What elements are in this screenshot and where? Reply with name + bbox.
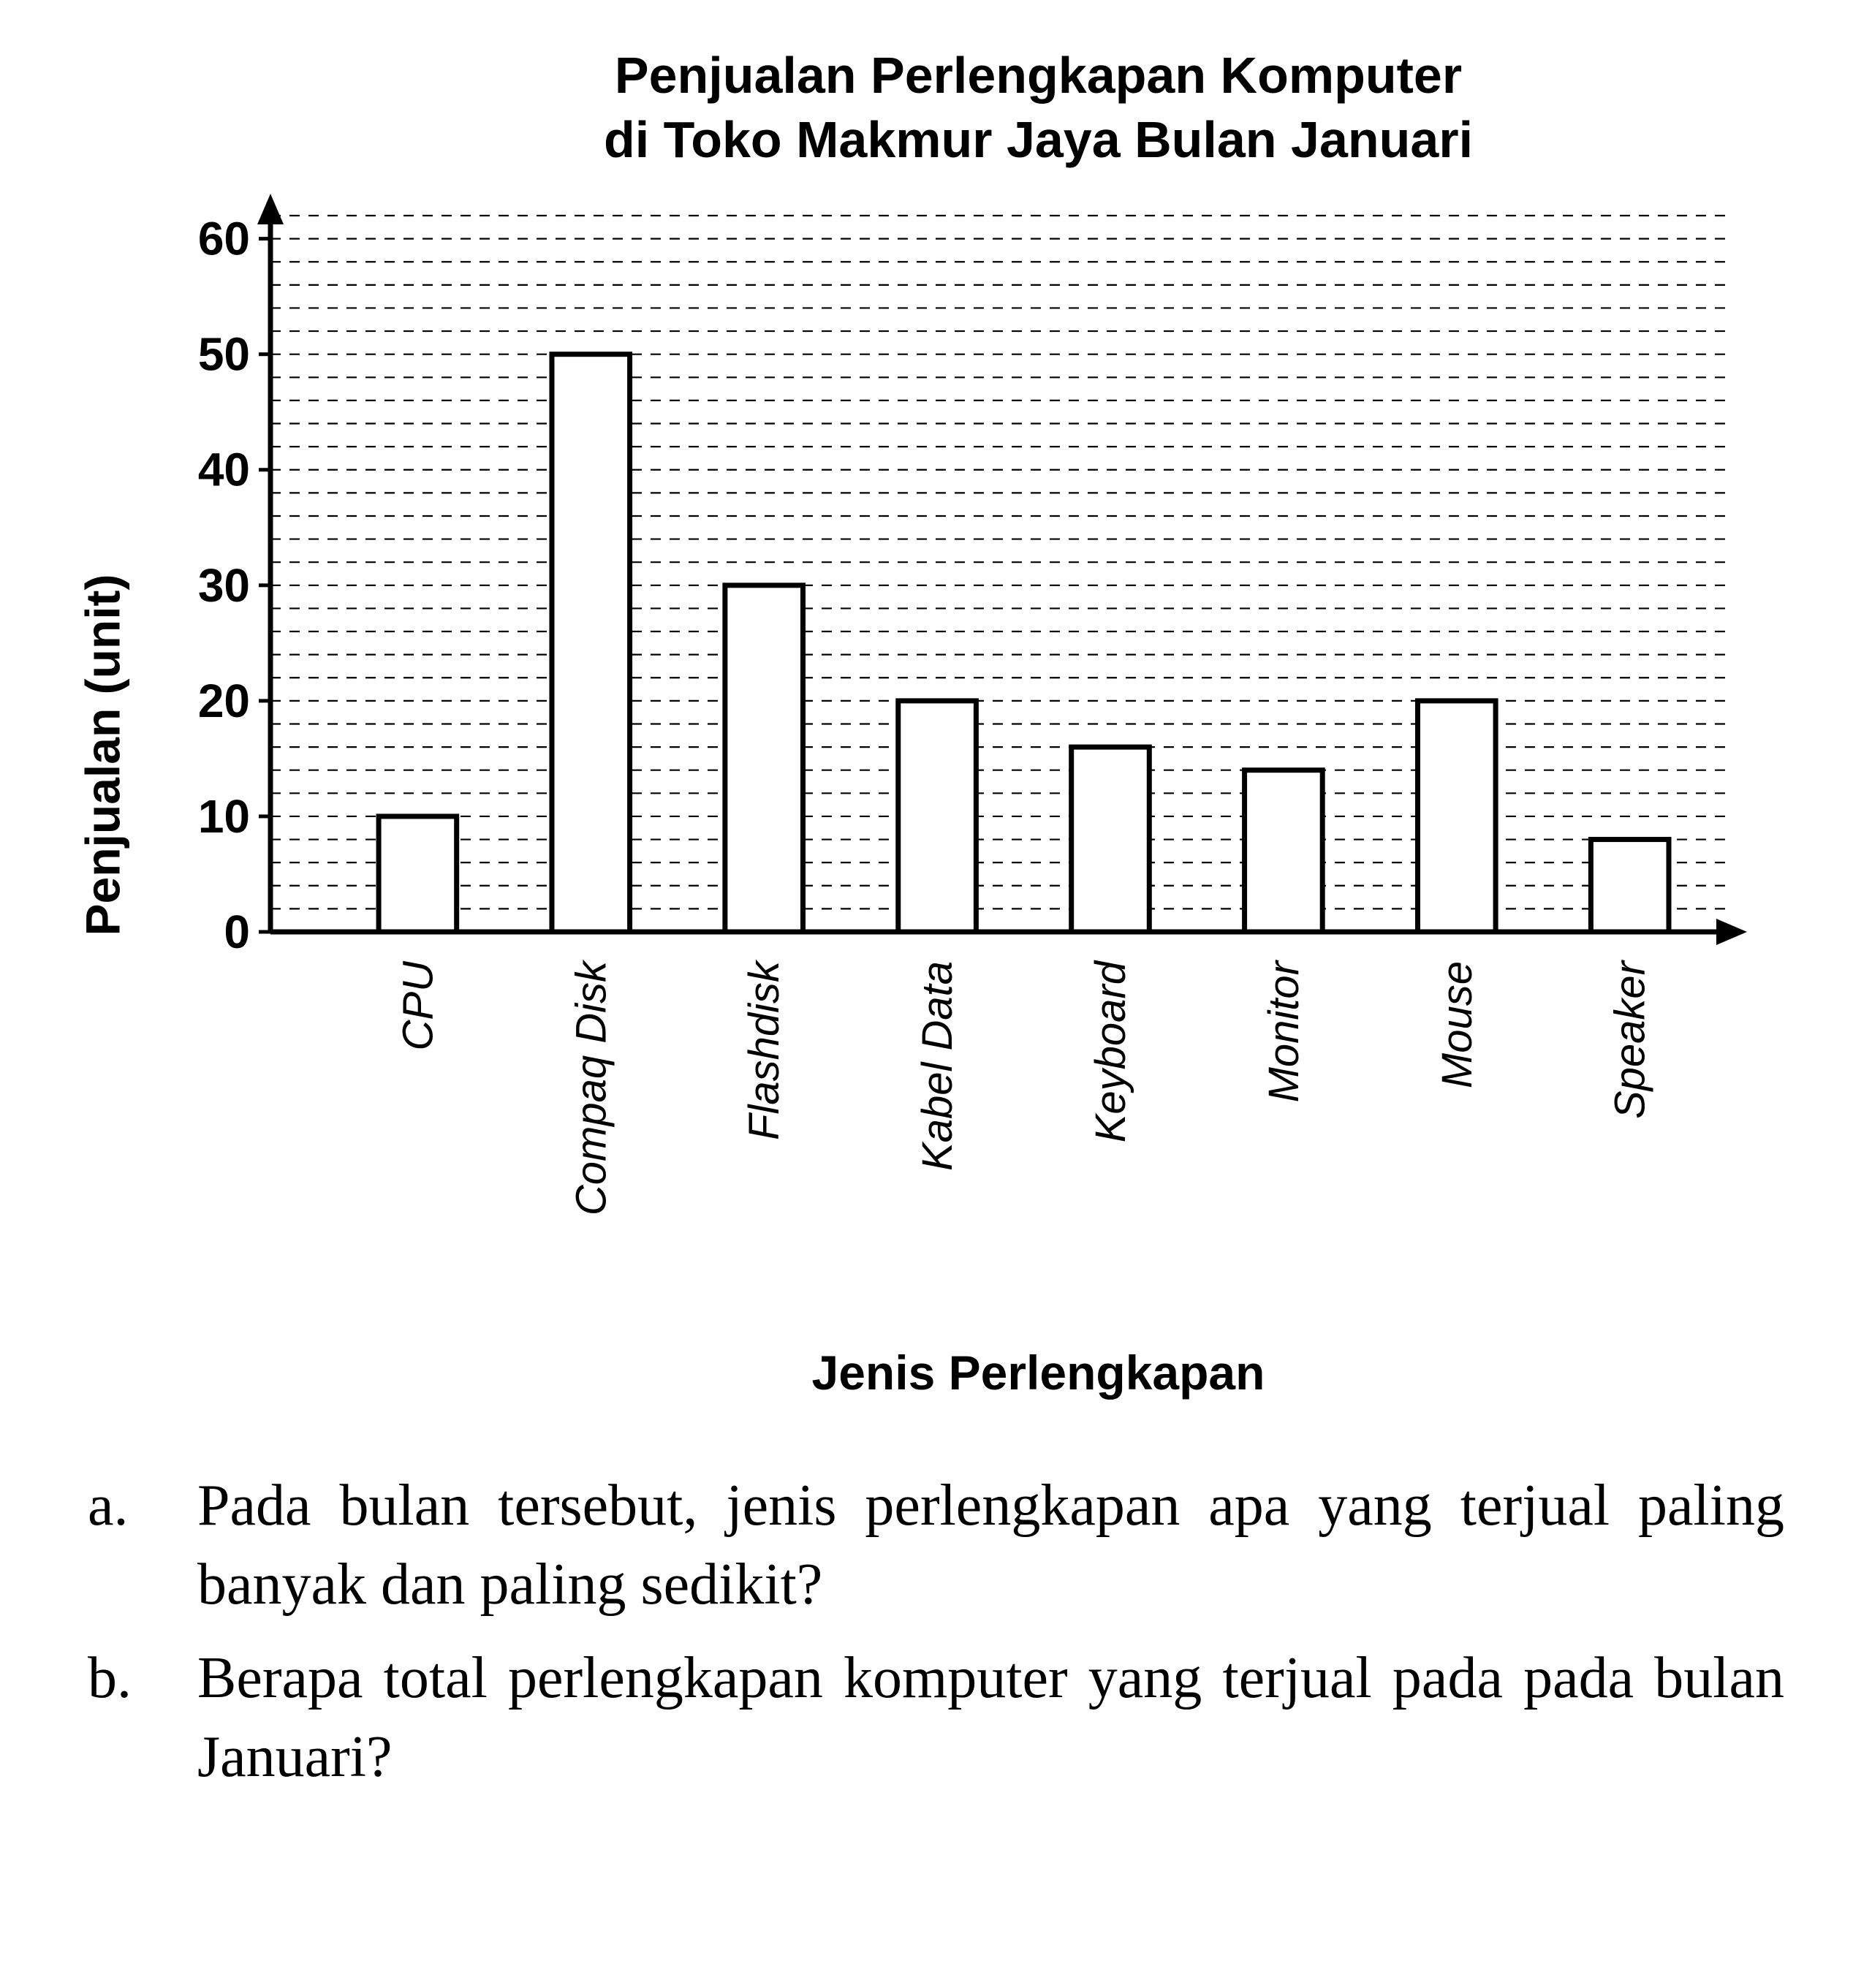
chart-container: Penjualan Perlengkapan Komputer di Toko … <box>58 44 1814 1400</box>
plot-area: 0 10 20 30 40 50 60 CPU Compaq Disk Flashdisk Kabe… <box>146 194 1814 1316</box>
y-tick-label: 10 <box>198 790 250 843</box>
x-tick-label: Speaker <box>1607 959 1654 1119</box>
y-tick-label: 40 <box>198 444 250 496</box>
x-tick-label: Kabel Data <box>914 961 961 1171</box>
question-b: b. Berapa total perlengkapan komputer ya… <box>88 1639 1784 1797</box>
question-b-text: Berapa total perlengkapan komputer yang … <box>197 1639 1784 1797</box>
question-a-text: Pada bulan tersebut, jenis perlengkapan … <box>197 1466 1784 1624</box>
question-b-marker: b. <box>88 1639 197 1797</box>
question-a-marker: a. <box>88 1466 197 1624</box>
bar <box>1245 770 1323 932</box>
bar <box>379 816 457 932</box>
chart-title: Penjualan Perlengkapan Komputer di Toko … <box>604 44 1473 172</box>
x-axis-arrow <box>1716 919 1747 945</box>
x-tick-label: Monitor <box>1260 959 1308 1102</box>
y-tick-label: 30 <box>198 559 250 612</box>
bar <box>725 585 803 932</box>
y-axis-arrow <box>257 194 284 224</box>
bar <box>1072 747 1150 932</box>
x-axis-label: Jenis Perlengkapan <box>812 1345 1265 1400</box>
question-a: a. Pada bulan tersebut, jenis perlengkap… <box>88 1466 1784 1624</box>
x-tick-label: Keyboard <box>1087 960 1134 1142</box>
y-tick-label: 0 <box>224 906 250 958</box>
ylabel-cell: Penjualan (unit) <box>58 194 146 1316</box>
x-tick-label: Compaq Disk <box>567 959 615 1215</box>
chart-svg: 0 10 20 30 40 50 60 CPU Compaq Disk Flashdisk Kabe… <box>146 194 1754 1312</box>
chart-title-line1: Penjualan Perlengkapan Komputer <box>615 47 1462 104</box>
y-tick-label: 20 <box>198 675 250 727</box>
y-tick-label: 60 <box>198 213 250 265</box>
bar <box>552 354 630 932</box>
bar <box>898 701 977 932</box>
y-axis-label: Penjualan (unit) <box>75 574 130 936</box>
bar <box>1417 701 1496 932</box>
y-tick-label: 50 <box>198 328 250 381</box>
x-tick-label: Flashdisk <box>740 959 788 1140</box>
x-tick-label: Mouse <box>1433 961 1481 1088</box>
bar <box>1591 840 1669 932</box>
questions-block: a. Pada bulan tersebut, jenis perlengkap… <box>58 1466 1814 1797</box>
chart-title-line2: di Toko Makmur Jaya Bulan Januari <box>604 111 1473 168</box>
chart-row: Penjualan (unit) 0 10 20 30 40 50 60 CPU Compaq … <box>58 194 1814 1316</box>
x-tick-label: CPU <box>394 960 442 1051</box>
